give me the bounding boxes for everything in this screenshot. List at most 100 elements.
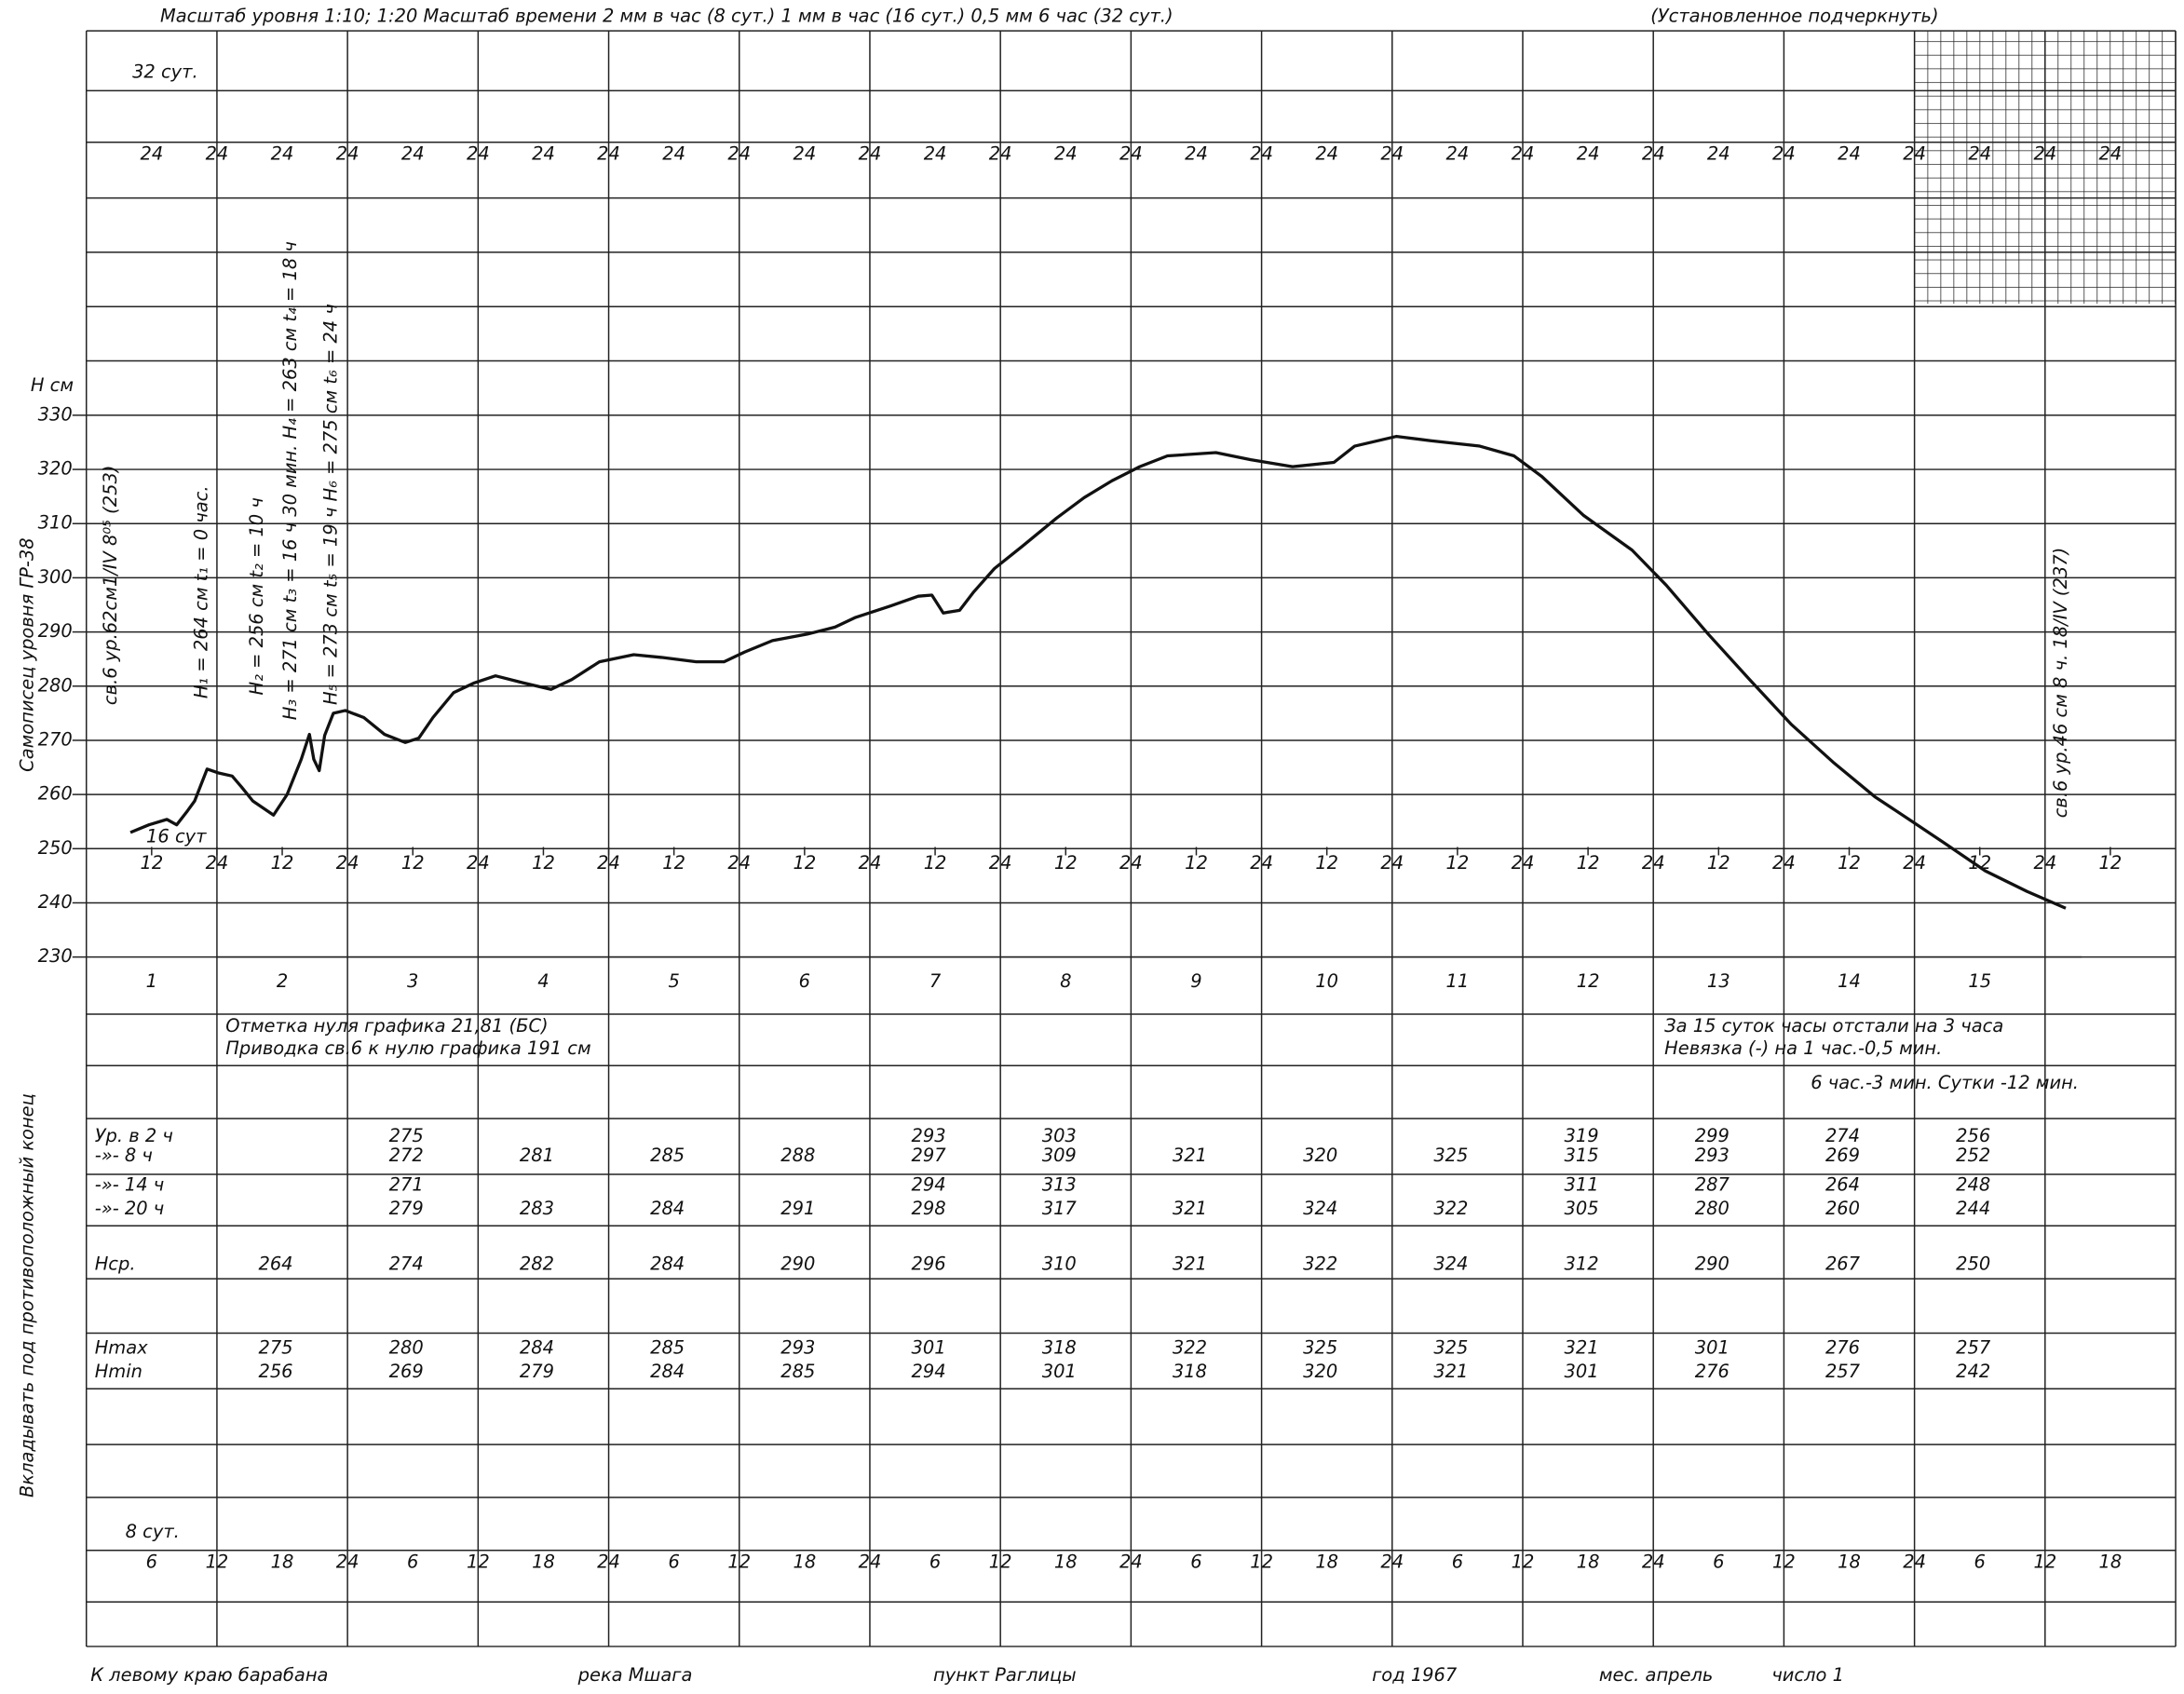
annotation: св.6 ур.62см1/IV 8⁰⁵ (253) [100,466,121,706]
x-tick-label: 24 [2033,852,2056,874]
footer-text: река Мшага [577,1664,693,1686]
table-cell: 294 [912,1173,946,1195]
table-cell: 269 [389,1361,424,1382]
scale-8-label: 6 [407,1552,418,1573]
scale-32-label: 24 [1380,143,1404,165]
table-cell: 324 [1303,1198,1337,1219]
scale-8-label: 18 [793,1552,816,1573]
footer-text: пункт Раглицы [933,1664,1077,1686]
table-cell: 321 [1173,1145,1207,1166]
table-cell: 293 [912,1125,946,1146]
scale-32-label: 24 [1512,143,1535,165]
scale-8-label: 12 [467,1552,490,1573]
scale-8-label: 24 [1642,1552,1665,1573]
scale-32-label: 24 [727,143,751,165]
note: 6 час.-3 мин. Сутки -12 мин. [1811,1072,2079,1093]
day-label: 7 [929,970,942,992]
table-cell: 256 [1956,1125,1990,1146]
day-label: 15 [1968,970,1991,992]
table-cell: 283 [520,1198,554,1219]
table-cell: 305 [1565,1198,1599,1219]
table-cell: 280 [1695,1198,1730,1219]
scale-32-label: 24 [401,143,425,165]
scale-8-label: 18 [1577,1552,1600,1573]
annotation: H₂ = 256 см t₂ = 10 ч [246,497,267,695]
scale-32-label: 24 [989,143,1012,165]
table-cell: 250 [1956,1254,1990,1275]
table-cell: 321 [1173,1254,1207,1275]
day-label: 11 [1446,970,1470,992]
scale-8-label: 6 [146,1552,157,1573]
x-tick-label: 24 [1250,852,1273,874]
scale-32-label: 24 [1185,143,1208,165]
table-cell: 325 [1433,1336,1468,1358]
footer-text: мес. апрель [1599,1664,1713,1686]
x-tick-label: 12 [401,852,425,874]
day-label: 2 [277,970,288,992]
x-tick-label: 12 [1315,852,1338,874]
scale-8-title: 8 сут. [126,1521,180,1542]
table-cell: 324 [1433,1254,1468,1275]
table-cell: 257 [1956,1336,1991,1358]
y-tick-label: 290 [38,620,73,642]
x-tick-label: 24 [727,852,751,874]
day-label: 6 [799,970,810,992]
table-cell: 260 [1825,1198,1860,1219]
y-tick-label: 320 [38,458,73,480]
table-cell: 285 [650,1336,685,1358]
scale-32-label: 24 [793,143,816,165]
row-label: -»- 14 ч [95,1173,165,1195]
annotation: H₅ = 273 см t₅ = 19 ч H₆ = 275 см t₆ = 2… [319,304,341,705]
table-cell: 280 [389,1336,424,1358]
scale-8-label: 6 [1452,1552,1463,1573]
scale-32-label: 24 [1577,143,1600,165]
table-cell: 313 [1042,1173,1077,1195]
table-cell: 297 [912,1145,947,1166]
y-tick-label: 230 [38,945,73,967]
table-cell: 310 [1042,1254,1077,1275]
note: Отметка нуля графика 21,81 (БС) [225,1015,548,1037]
table-cell: 279 [389,1198,424,1219]
annotation: H₁ = 264 см t₁ = 0 час. [190,485,211,698]
scale-8-label: 6 [1974,1552,1986,1573]
scale-8-label: 18 [532,1552,555,1573]
x-tick-label: 24 [1380,852,1404,874]
day-label: 14 [1838,970,1861,992]
scale-32-label: 24 [1054,143,1078,165]
table-cell: 301 [1042,1361,1077,1382]
x-tick-label: 12 [1577,852,1600,874]
table-cell: 322 [1303,1254,1337,1275]
table-cell: 276 [1695,1361,1730,1382]
y-tick-label: 250 [38,837,73,859]
x-tick-label: 12 [793,852,816,874]
scale-32-label: 24 [532,143,555,165]
table-cell: 274 [389,1254,424,1275]
scale-8-label: 12 [1512,1552,1535,1573]
row-label: Hср. [95,1254,136,1275]
scale-8-label: 24 [1903,1552,1926,1573]
table-cell: 269 [1825,1145,1860,1166]
note: Приводка св.6 к нулю графика 191 см [225,1037,590,1059]
table-cell: 257 [1825,1361,1861,1382]
table-cell: 317 [1042,1198,1078,1219]
x-tick-label: 12 [1838,852,1861,874]
table-cell: 288 [780,1145,815,1166]
scale-8-label: 24 [597,1552,620,1573]
x-tick-label: 24 [859,852,882,874]
table-cell: 279 [520,1361,554,1382]
table-cell: 290 [1695,1254,1730,1275]
day-label: 3 [407,970,418,992]
table-cell: 282 [520,1254,554,1275]
table-cell: 303 [1042,1125,1077,1146]
row-label: Hmax [95,1336,148,1358]
x-tick-label: 24 [467,852,490,874]
header-note: (Установленное подчеркнуть) [1650,6,1938,27]
y-tick-label: 280 [38,674,73,696]
x-tick-label: 24 [597,852,620,874]
scale-8-label: 24 [1380,1552,1404,1573]
scale-8-label: 12 [1250,1552,1273,1573]
x-tick-label: 12 [271,852,294,874]
scale-8-label: 12 [206,1552,229,1573]
table-cell: 281 [520,1145,554,1166]
